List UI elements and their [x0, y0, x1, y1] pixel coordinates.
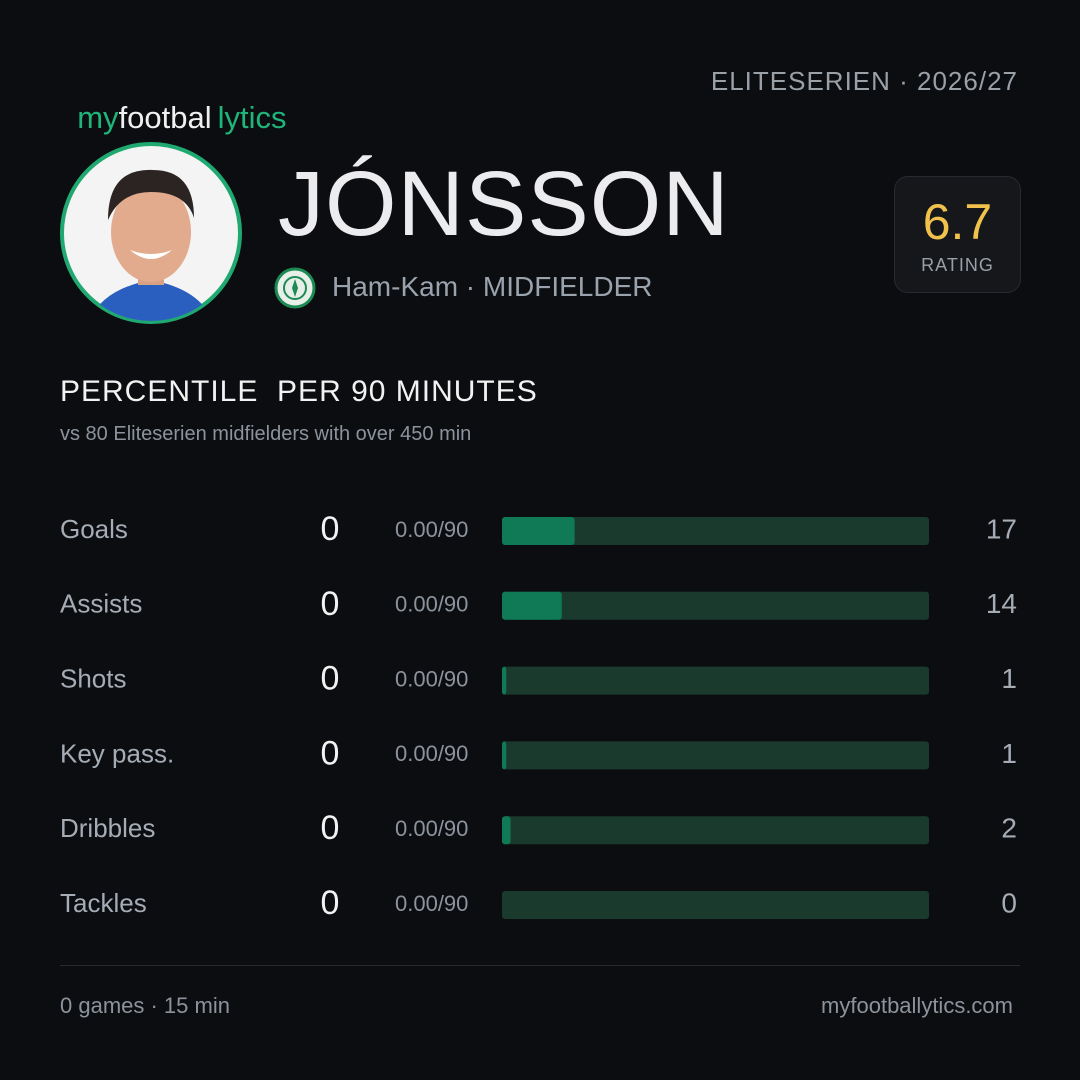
- bar-track: [502, 816, 929, 845]
- brand-football: footbal: [118, 100, 212, 135]
- brand-my: my: [77, 100, 119, 135]
- stat-value: 0: [321, 734, 340, 772]
- brand-logo: myfootbal lytics: [60, 64, 287, 136]
- percentile-label: 2: [1001, 813, 1017, 844]
- stat-value: 0: [321, 809, 340, 847]
- bar-track: [502, 891, 929, 919]
- per90-value: 0.00/90: [395, 517, 468, 542]
- team-position: Ham-Kam · MIDFIELDER: [332, 271, 653, 302]
- rating-box: 6.7 RATING: [894, 176, 1021, 293]
- per90-value: 0.00/90: [395, 741, 468, 766]
- stat-value: 0: [321, 660, 340, 698]
- section-subtitle: vs 80 Eliteserien midfielders with over …: [60, 423, 472, 445]
- stat-label: Dribbles: [60, 813, 155, 843]
- percentile-label: 1: [1001, 738, 1017, 769]
- bar-track: [502, 517, 929, 545]
- stat-label: Goals: [60, 514, 128, 544]
- club-badge: [274, 267, 316, 309]
- percentile-label: 1: [1001, 663, 1017, 694]
- section-title: PERCENTILE PER 90 MINUTES: [60, 375, 538, 408]
- percentile-bar: [502, 816, 511, 845]
- league-season: ELITESERIEN · 2026/27: [710, 66, 1018, 96]
- player-name: JÓNSSON: [278, 153, 730, 255]
- stat-label: Assists: [60, 589, 142, 619]
- player-photo: [60, 142, 242, 324]
- stat-label: Key pass.: [60, 738, 174, 768]
- percentile-label: 17: [986, 513, 1017, 544]
- stat-label: Shots: [60, 663, 127, 693]
- stat-value: 0: [321, 585, 340, 623]
- percentile-bar: [502, 741, 507, 770]
- stat-value: 0: [321, 510, 340, 548]
- per90-value: 0.00/90: [395, 816, 468, 841]
- stat-label: Tackles: [60, 888, 147, 918]
- brand-lytics: lytics: [217, 100, 287, 135]
- per90-value: 0.00/90: [395, 666, 468, 691]
- divider: [60, 965, 1020, 966]
- percentile-label: 14: [986, 588, 1017, 619]
- footer-left: 0 games · 15 min: [60, 993, 230, 1018]
- rating-value: 6.7: [922, 194, 993, 250]
- footer-right: myfootballytics.com: [821, 993, 1013, 1018]
- stat-value: 0: [321, 884, 340, 922]
- rating-label: RATING: [921, 255, 994, 275]
- stats-chart: Goals 0 0.00/90 17 Assists 0 0.00/90 14 Shots 0 0.…: [60, 510, 1017, 922]
- bar-track: [502, 666, 929, 695]
- percentile-bar: [502, 517, 575, 545]
- percentile-label: 0: [1001, 887, 1017, 918]
- per90-value: 0.00/90: [395, 592, 468, 617]
- percentile-bar: [502, 666, 507, 695]
- bar-track: [502, 591, 929, 620]
- per90-value: 0.00/90: [395, 891, 468, 916]
- percentile-bar: [502, 591, 562, 620]
- bar-track: [502, 741, 929, 770]
